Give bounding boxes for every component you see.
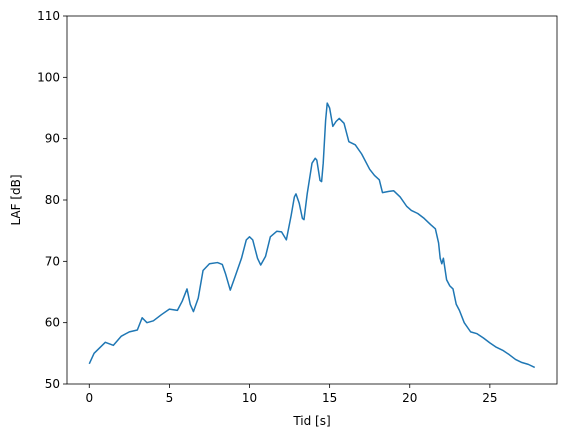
y-tick-label: 90 xyxy=(45,132,60,146)
y-tick-label: 60 xyxy=(45,316,60,330)
x-tick-label: 20 xyxy=(402,391,417,405)
x-tick-label: 0 xyxy=(85,391,93,405)
x-axis-label: Tid [s] xyxy=(292,414,330,428)
y-axis-label: LAF [dB] xyxy=(9,174,23,225)
y-tick-label: 50 xyxy=(45,377,60,391)
x-tick-label: 15 xyxy=(322,391,337,405)
axes-frame xyxy=(66,15,558,385)
data-line xyxy=(88,102,536,369)
y-tick-label: 100 xyxy=(37,70,60,84)
x-tick-label: 25 xyxy=(482,391,497,405)
y-tick-label: 70 xyxy=(45,254,60,268)
x-tick-label: 10 xyxy=(242,391,257,405)
y-tick-label: 110 xyxy=(37,9,60,23)
y-tick-label: 80 xyxy=(45,193,60,207)
x-tick-label: 5 xyxy=(166,391,174,405)
